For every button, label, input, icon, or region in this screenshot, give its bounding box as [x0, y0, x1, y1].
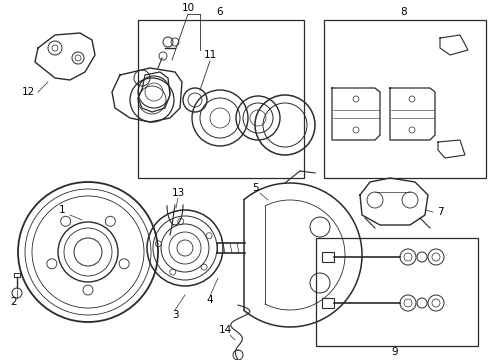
Text: 4: 4 [207, 295, 213, 305]
Text: 12: 12 [22, 87, 35, 97]
Text: 5: 5 [252, 183, 258, 193]
Text: 10: 10 [181, 3, 195, 13]
Bar [322, 298, 334, 308]
Bar [322, 252, 334, 262]
Text: 13: 13 [172, 188, 185, 198]
Bar [324, 20, 486, 178]
Bar [138, 20, 304, 178]
Bar [316, 238, 478, 346]
Text: 11: 11 [203, 50, 217, 60]
Text: 6: 6 [217, 7, 223, 17]
Text: 1: 1 [59, 205, 65, 215]
Text: 8: 8 [401, 7, 407, 17]
Text: 7: 7 [437, 207, 443, 217]
Text: 3: 3 [172, 310, 178, 320]
Text: 9: 9 [392, 347, 398, 357]
Text: 2: 2 [11, 297, 17, 307]
Text: 14: 14 [219, 325, 232, 335]
